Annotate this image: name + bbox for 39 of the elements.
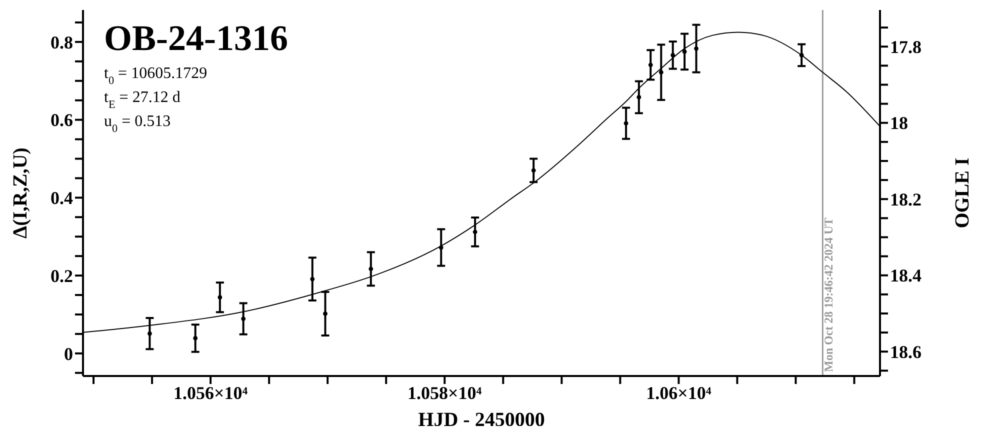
- point: [193, 336, 198, 340]
- x-tick-label: 1.056×10⁴: [173, 382, 248, 403]
- point: [624, 121, 628, 126]
- y-tick-label: 0.8: [50, 32, 73, 52]
- y-tick-label: 0: [64, 344, 73, 364]
- point: [368, 266, 374, 272]
- y2-tick-label: 18.2: [890, 189, 922, 210]
- point: [531, 168, 536, 173]
- annotation: t$_{0}$ = 10605.1729: [104, 65, 208, 87]
- chart-title: OB-24-1316: [104, 18, 288, 58]
- y2-tick-label: 18.6: [890, 342, 922, 362]
- x-axis-title: HJD - 2450000: [418, 409, 545, 431]
- annotation: Mon Oct 28 19:46:42 2024 UT: [822, 218, 836, 372]
- y-axis-title: Δ(I,R,Z,U): [10, 148, 32, 238]
- y2-tick-label: 18.4: [890, 266, 922, 286]
- point: [323, 312, 328, 316]
- point: [148, 331, 152, 336]
- y2-tick-label: 17.8: [890, 36, 922, 57]
- point: [694, 46, 698, 51]
- point: [438, 245, 444, 250]
- y2-axis-title: OGLE I: [952, 157, 974, 228]
- point: [658, 70, 664, 74]
- y2-tick-label: 18: [890, 113, 908, 134]
- point: [670, 52, 676, 58]
- point: [682, 49, 687, 54]
- point: [241, 316, 246, 321]
- x-tick-label: 1.058×10⁴: [408, 382, 482, 403]
- point: [799, 52, 804, 58]
- y-tick-label: 0.4: [50, 188, 73, 208]
- x-tick-label: 1.06×10⁴: [646, 382, 712, 403]
- point: [648, 62, 653, 68]
- point: [218, 295, 222, 300]
- annotation: u$_{0}$ = 0.513: [104, 113, 171, 135]
- y-tick-label: 0.2: [50, 266, 73, 286]
- point: [636, 95, 642, 100]
- y-tick-label: 0.6: [50, 110, 73, 130]
- point: [472, 230, 478, 234]
- point: [310, 276, 315, 282]
- annotation: t$_{E}$ = 27.12 d: [104, 89, 180, 111]
